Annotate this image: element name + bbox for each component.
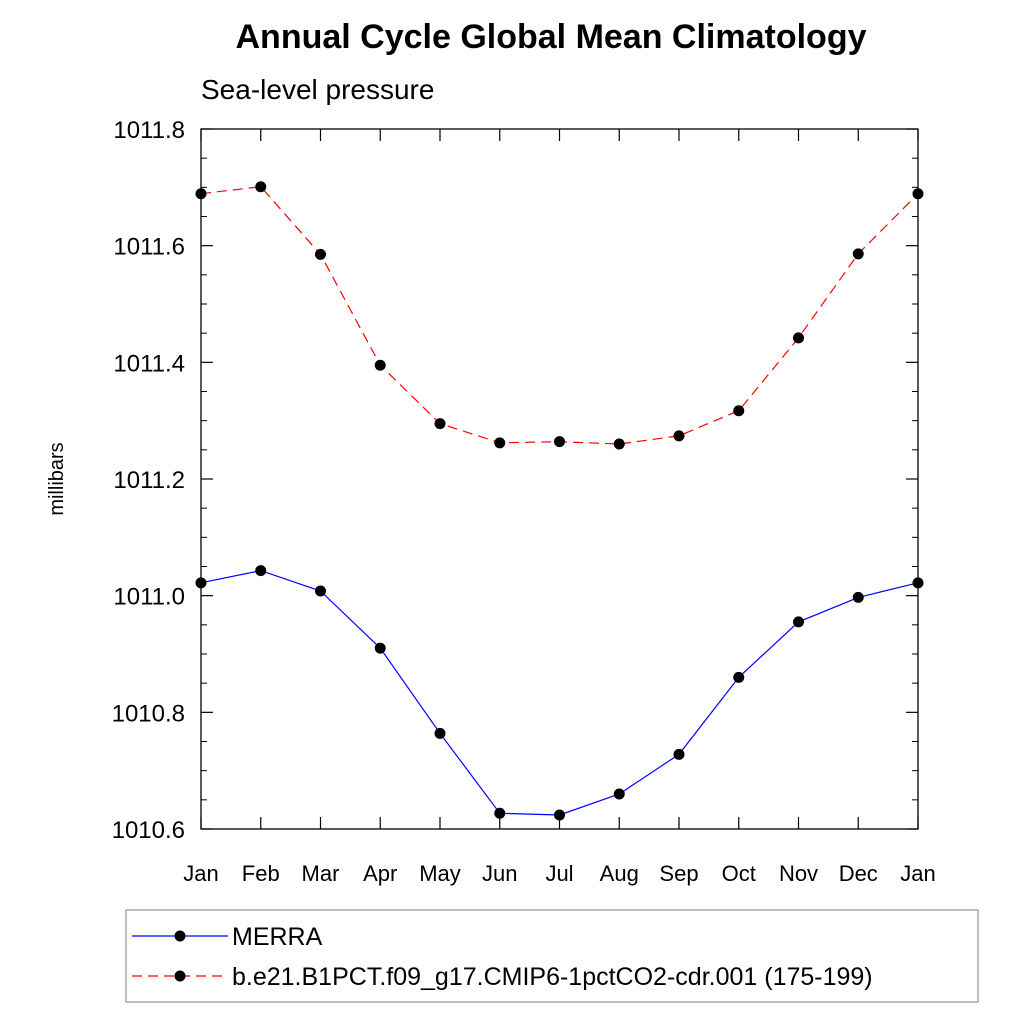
chart-subtitle: Sea-level pressure (201, 74, 434, 105)
plot-frame (200, 128, 919, 830)
series-1-point (733, 671, 745, 683)
series-1-point (315, 585, 326, 597)
x-tick-label: Aug (600, 861, 639, 886)
y-tick-label: 1010.8 (112, 700, 185, 727)
series-1-point (494, 807, 506, 819)
series-1-point (255, 565, 267, 577)
series-line-2 (200, 186, 919, 445)
series-line-1 (200, 569, 919, 816)
series-1-point (374, 642, 386, 654)
legend: MERRA b.e21.B1PCT.f09_g17.CMIP6-1pctCO2-c… (125, 909, 979, 1003)
x-tick-label: May (419, 861, 461, 886)
series-layer (195, 181, 924, 821)
series-1-point (793, 616, 804, 628)
series-2-point (374, 359, 386, 371)
series-2-point (494, 437, 506, 449)
series-1-point (195, 577, 207, 589)
series-1-point (673, 748, 685, 760)
legend-marker-1 (174, 930, 186, 942)
series-2-point (195, 188, 207, 200)
x-tick-label: Jan (900, 861, 935, 886)
y-tick-label: 1011.4 (113, 350, 185, 377)
plot-border (200, 128, 919, 830)
y-tick-label: 1011.8 (113, 117, 185, 144)
y-tick-label: 1011.0 (113, 584, 185, 611)
y-tick-label: 1010.6 (112, 817, 185, 844)
legend-label-2: b.e21.B1PCT.f09_g17.CMIP6-1pctCO2-cdr.00… (232, 963, 873, 991)
series-1-point (613, 788, 625, 800)
x-tick-label: Jan (183, 861, 218, 886)
series-1-point (554, 809, 565, 821)
chart-title: Annual Cycle Global Mean Climatology (236, 18, 867, 56)
x-tick-label: Nov (779, 861, 818, 886)
legend-box (125, 909, 979, 1003)
series-2-point (434, 418, 446, 430)
x-tick-label: Mar (302, 861, 340, 886)
x-tick-label: Jul (545, 861, 573, 886)
y-tick-label: 1011.2 (113, 467, 185, 494)
y-tick-label: 1011.6 (113, 234, 185, 261)
x-tick-label: Feb (242, 861, 280, 886)
series-1-point (912, 577, 924, 589)
legend-marker-2 (174, 970, 186, 982)
series-2-point (255, 181, 267, 193)
series-2-point (315, 248, 326, 260)
series-2-point (554, 436, 565, 448)
x-axis-ticks: Jan Feb Mar Apr May Jun Jul Aug Sep Oct Nov Dec Jan (183, 129, 936, 886)
series-2-point (912, 188, 924, 200)
series-2-point (673, 430, 685, 442)
x-tick-label: Jun (482, 861, 517, 886)
legend-label-1: MERRA (232, 923, 323, 951)
series-2-point (613, 438, 625, 450)
y-axis-ticks: 1010.6 1010.8 1011.0 1011.2 1011.4 1011.6 1011… (112, 117, 918, 844)
y-axis-label: millibars (46, 442, 68, 515)
series-2-point (852, 248, 864, 260)
series-1-point (434, 727, 446, 739)
x-tick-label: Apr (363, 861, 397, 886)
x-tick-label: Sep (659, 861, 698, 886)
series-2-point (733, 405, 745, 417)
series-2-point (793, 332, 804, 344)
x-tick-label: Oct (722, 861, 756, 886)
series-1-point (852, 591, 864, 603)
x-tick-label: Dec (839, 861, 878, 886)
